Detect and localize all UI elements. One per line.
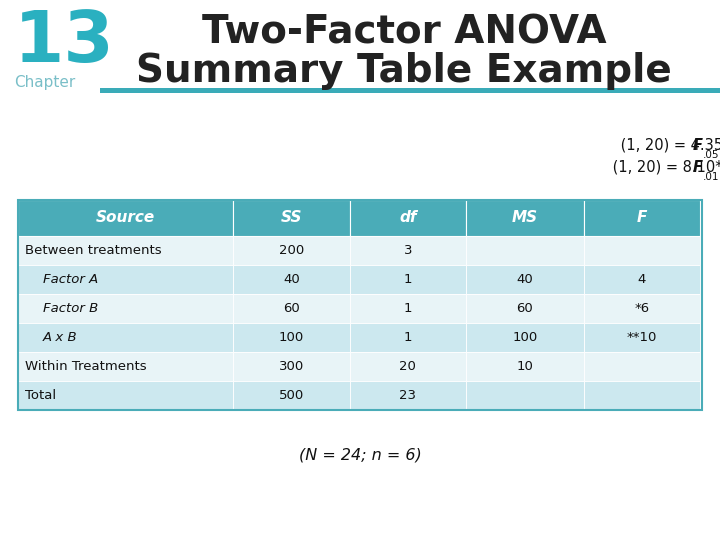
Text: .01: .01 (703, 172, 719, 182)
Text: 13: 13 (14, 8, 114, 77)
Text: F: F (636, 211, 647, 226)
Text: 1: 1 (404, 331, 412, 344)
Text: 60: 60 (516, 302, 534, 315)
Text: 1: 1 (404, 302, 412, 315)
Text: df: df (399, 211, 417, 226)
Text: MS: MS (512, 211, 538, 226)
Text: 200: 200 (279, 244, 305, 257)
Text: 60: 60 (283, 302, 300, 315)
Text: F: F (693, 160, 703, 175)
Text: 4: 4 (638, 273, 646, 286)
Text: *6: *6 (634, 302, 649, 315)
Text: Two-Factor ANOVA: Two-Factor ANOVA (202, 14, 606, 52)
Text: Source: Source (96, 211, 156, 226)
Text: 100: 100 (279, 331, 305, 344)
Text: 40: 40 (516, 273, 534, 286)
Text: Chapter: Chapter (14, 75, 76, 90)
Text: 23: 23 (400, 389, 416, 402)
Text: 100: 100 (512, 331, 537, 344)
Text: SS: SS (281, 211, 302, 226)
Text: Total: Total (25, 389, 56, 402)
Text: Between treatments: Between treatments (25, 244, 162, 257)
Text: Factor A: Factor A (43, 273, 99, 286)
Text: 3: 3 (404, 244, 412, 257)
Text: 300: 300 (279, 360, 305, 373)
Text: Summary Table Example: Summary Table Example (136, 52, 672, 90)
Text: 40: 40 (283, 273, 300, 286)
Text: (N = 24; n = 6): (N = 24; n = 6) (299, 448, 421, 463)
Text: 10: 10 (516, 360, 534, 373)
Text: .05: .05 (703, 150, 719, 160)
Text: **10: **10 (626, 331, 657, 344)
Text: Factor B: Factor B (43, 302, 99, 315)
Text: 1: 1 (404, 273, 412, 286)
Text: 500: 500 (279, 389, 305, 402)
Text: (1, 20) = 8.10**: (1, 20) = 8.10** (608, 160, 720, 175)
Text: F: F (693, 138, 703, 153)
Text: (1, 20) = 4.35*: (1, 20) = 4.35* (616, 138, 720, 153)
Text: 20: 20 (400, 360, 416, 373)
Text: A x B: A x B (43, 331, 78, 344)
Text: Within Treatments: Within Treatments (25, 360, 147, 373)
